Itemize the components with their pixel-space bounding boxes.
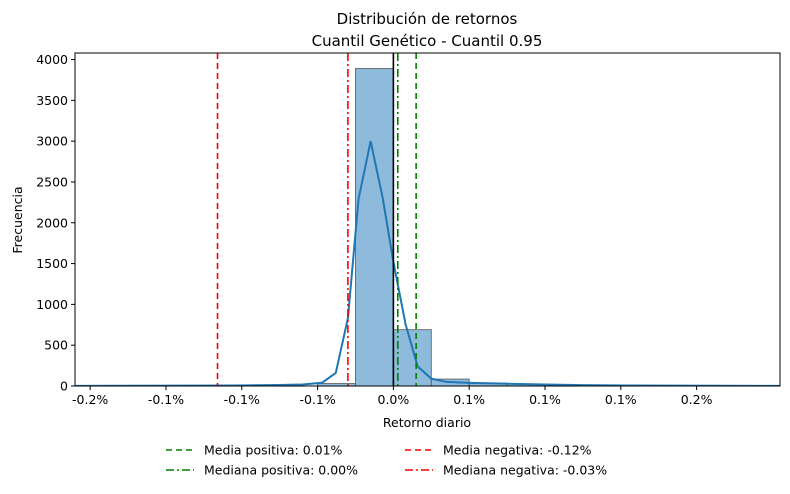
y-tick-label-1: 500 <box>44 338 68 353</box>
y-tick-label-3: 1500 <box>36 256 68 271</box>
x-tick-label-2: -0.1% <box>224 392 260 407</box>
y-tick-label-0: 0 <box>60 379 68 394</box>
y-tick-label-2: 1000 <box>36 297 68 312</box>
x-tick-label-7: 0.1% <box>605 392 637 407</box>
x-tick-label-1: -0.1% <box>148 392 184 407</box>
y-tick-label-5: 2500 <box>36 174 68 189</box>
y-tick-label-6: 3000 <box>36 134 68 149</box>
legend-label-3: Mediana negativa: -0.03% <box>443 463 607 478</box>
x-axis-label: Retorno diario <box>383 415 471 430</box>
axes-frame <box>74 52 781 387</box>
x-tick-label-4: 0.0% <box>378 392 410 407</box>
y-tick-label-8: 4000 <box>36 52 68 67</box>
plot-area: -0.2% -0.1% -0.1% -0.1% 0.0% 0.1% 0.1% 0.1% 0.2%… <box>36 52 781 407</box>
legend-label-0: Media positiva: 0.01% <box>204 443 343 458</box>
x-tick-label-3: -0.1% <box>299 392 335 407</box>
x-tick-label-8: 0.2% <box>681 392 713 407</box>
x-tick-label-6: 0.1% <box>529 392 561 407</box>
legend: Media positiva: 0.01% Mediana positiva: 0… <box>166 443 607 478</box>
chart-subtitle: Cuantil Genético - Cuantil 0.95 <box>312 32 543 50</box>
y-tick-label-7: 3500 <box>36 93 68 108</box>
legend-label-2: Media negativa: -0.12% <box>443 443 592 458</box>
chart-title: Distribución de retornos <box>337 10 518 28</box>
histogram-bar-2 <box>392 329 432 386</box>
x-tick-label-5: 0.1% <box>453 392 485 407</box>
plot-content <box>75 53 780 386</box>
y-tick-label-4: 2000 <box>36 215 68 230</box>
x-tick-label-0: -0.2% <box>72 392 108 407</box>
legend-label-1: Mediana positiva: 0.00% <box>204 463 358 478</box>
y-axis-label: Frecuencia <box>10 186 25 253</box>
